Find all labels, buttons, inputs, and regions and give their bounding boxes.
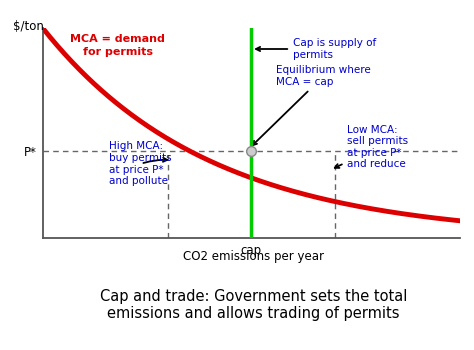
Text: Equilibrium where
MCA = cap: Equilibrium where MCA = cap bbox=[253, 65, 371, 145]
Text: CO2 emissions per year: CO2 emissions per year bbox=[183, 250, 324, 263]
Text: $/ton: $/ton bbox=[13, 20, 45, 33]
Text: Cap is supply of
permits: Cap is supply of permits bbox=[256, 38, 376, 60]
Text: High MCA:
buy permits
at price P*
and pollute: High MCA: buy permits at price P* and po… bbox=[109, 141, 172, 186]
Text: MCA = demand
for permits: MCA = demand for permits bbox=[70, 34, 165, 57]
Text: Cap and trade: Government sets the total
emissions and allows trading of permits: Cap and trade: Government sets the total… bbox=[100, 289, 407, 321]
Text: Low MCA:
sell permits
at price P*
and reduce: Low MCA: sell permits at price P* and re… bbox=[335, 125, 408, 169]
